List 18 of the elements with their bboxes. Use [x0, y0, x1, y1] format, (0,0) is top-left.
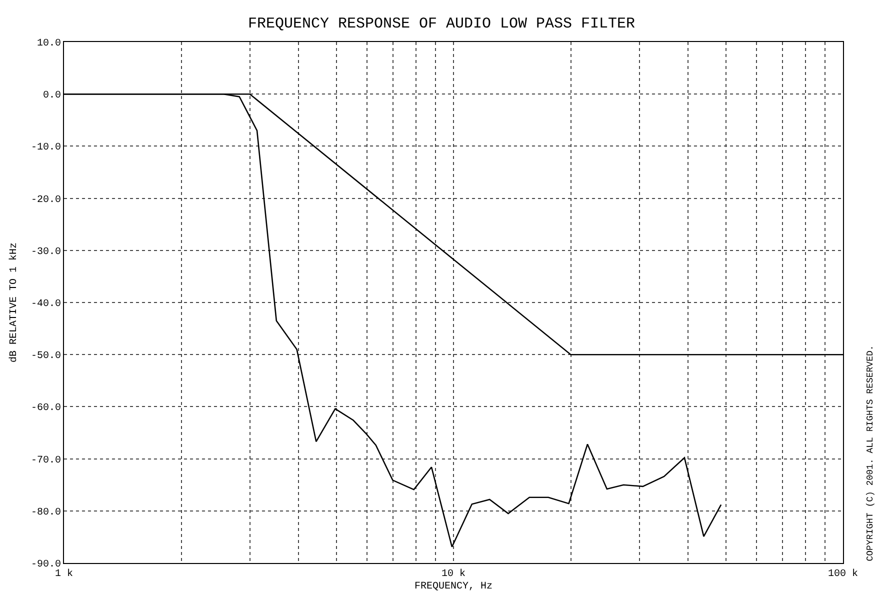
chart-title: FREQUENCY RESPONSE OF AUDIO LOW PASS FILTER [248, 16, 636, 33]
y-tick-label: -20.0 [30, 194, 61, 206]
y-tick-label: -10.0 [30, 142, 61, 154]
x-tick-label: 1 k [54, 568, 74, 580]
y-tick-label: 0.0 [42, 90, 61, 102]
text: COPYRIGHT (C) 2001. ALL RIGHTS RESERVED. [865, 345, 876, 562]
y-tick-label: -40.0 [30, 299, 61, 310]
y-axis-title: dB RELATIVE TO 1 kHz [8, 242, 20, 363]
x-axis-title: FREQUENCY, Hz [414, 582, 493, 592]
y-tick-label: -60.0 [30, 403, 61, 414]
y-tick-label: 10.0 [36, 38, 61, 50]
x-tick-label: 10 k [441, 568, 466, 580]
x-tick-label: 100 k [828, 568, 858, 580]
y-tick-label: -70.0 [30, 455, 61, 466]
y-tick-label: -80.0 [30, 507, 61, 518]
y-tick-label: -90.0 [30, 560, 61, 570]
y-tick-label: -30.0 [30, 246, 61, 258]
y-tick-label: -50.0 [30, 351, 61, 362]
